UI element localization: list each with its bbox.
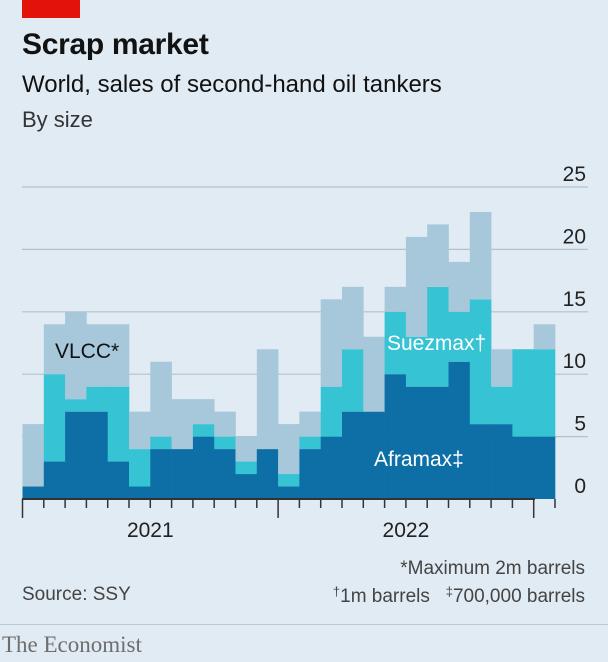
bar-suezmax <box>405 336 428 387</box>
bar-aframax <box>256 449 279 499</box>
bar-vlcc <box>363 336 385 412</box>
bar-aframax <box>235 474 258 499</box>
bar-suezmax <box>65 399 87 412</box>
source-note: Source: SSY <box>22 584 131 605</box>
bar-suezmax <box>491 386 513 425</box>
bar-suezmax <box>384 311 407 375</box>
footnote-vlcc: *Maximum 2m barrels <box>400 558 585 579</box>
brand-red-tab <box>22 0 80 18</box>
bar-aframax <box>320 436 343 499</box>
bar-aframax <box>171 449 194 499</box>
bar-suezmax <box>299 436 321 450</box>
bar-suezmax <box>469 299 492 425</box>
bar-aframax <box>491 424 513 499</box>
series-label-aframax: Aframax‡ <box>374 448 464 471</box>
bar-aframax <box>129 486 151 499</box>
bar-suezmax <box>129 449 151 487</box>
bar-vlcc <box>214 411 236 437</box>
bar-suezmax <box>278 474 300 487</box>
bar-vlcc <box>469 211 492 300</box>
series-label-suezmax: Suezmax† <box>387 332 486 355</box>
bar-vlcc <box>65 311 87 400</box>
bar-suezmax <box>192 424 215 437</box>
bar-aframax <box>86 411 108 499</box>
bar-suezmax <box>448 311 471 362</box>
bar-aframax <box>533 436 556 499</box>
bar-aframax <box>448 361 471 499</box>
bar-vlcc <box>384 286 407 312</box>
y-tick-label: 25 <box>563 163 586 186</box>
y-tick-label: 15 <box>563 288 586 311</box>
bar-suezmax <box>235 461 258 475</box>
bar-vlcc <box>278 424 300 475</box>
bar-suezmax <box>533 349 556 437</box>
bar-vlcc <box>491 349 513 387</box>
bar-vlcc <box>533 324 556 350</box>
bar-aframax <box>342 411 364 499</box>
bar-suezmax <box>150 436 172 450</box>
dagger-symbol: † <box>332 584 341 599</box>
bar-aframax <box>214 449 236 499</box>
bar-suezmax <box>214 436 236 450</box>
bar-vlcc <box>342 286 364 350</box>
bar-vlcc <box>427 224 449 287</box>
chart-title: Scrap market <box>22 28 209 61</box>
bar-aframax <box>278 486 300 499</box>
chart-subtitle: World, sales of second-hand oil tankers <box>22 71 442 98</box>
stacked-bar-chart: 0 5 10 15 20 25 2021 2022 Aframax‡ Suezmax† VLCC* <box>21 163 588 542</box>
footnote-suezmax-aframax: †1m barrels ‡700,000 barrels <box>333 584 585 608</box>
bar-vlcc <box>320 299 343 387</box>
bar-suezmax <box>512 349 534 437</box>
bar-aframax <box>65 411 87 499</box>
bar-vlcc <box>448 261 471 312</box>
x-tick-label: 2021 <box>127 519 174 542</box>
brand-logo: The Economist <box>2 632 142 657</box>
bar-aframax <box>363 411 385 499</box>
y-tick-label: 10 <box>563 350 586 373</box>
bar-aframax <box>107 461 130 499</box>
bar-aframax <box>384 374 407 499</box>
bar-vlcc <box>235 436 258 462</box>
x-tick-label: 2022 <box>383 519 430 542</box>
bar-aframax <box>512 436 534 499</box>
bar-suezmax <box>107 386 130 462</box>
footnote-aframax: 700,000 barrels <box>452 586 585 607</box>
bar-vlcc <box>129 411 151 450</box>
y-tick-label: 0 <box>574 475 586 498</box>
double-dagger-symbol: ‡ <box>445 584 453 599</box>
bar-aframax <box>22 486 45 499</box>
bar-vlcc <box>150 361 172 437</box>
bar-vlcc <box>405 236 428 337</box>
bar-aframax <box>299 449 321 499</box>
bar-aframax <box>43 461 66 499</box>
bar-suezmax <box>427 286 449 387</box>
bar-vlcc <box>107 324 130 387</box>
bar-vlcc <box>43 324 66 375</box>
footer-rule <box>0 624 608 625</box>
bar-suezmax <box>43 374 66 462</box>
bar-vlcc <box>299 411 321 437</box>
bar-aframax <box>469 424 492 499</box>
bar-aframax <box>192 436 215 499</box>
bar-aframax <box>150 449 172 499</box>
y-tick-label: 20 <box>563 225 586 248</box>
y-tick-label: 5 <box>574 413 586 436</box>
bar-vlcc <box>22 424 45 487</box>
bar-vlcc <box>86 324 108 387</box>
bar-vlcc <box>256 349 279 450</box>
series-label-vlcc: VLCC* <box>55 340 119 363</box>
bar-aframax <box>405 386 428 499</box>
bar-suezmax <box>320 386 343 437</box>
footnote-suezmax: 1m barrels <box>340 586 430 607</box>
bar-aframax <box>427 386 449 499</box>
chart-subtitle-secondary: By size <box>22 107 93 132</box>
bar-suezmax <box>86 386 108 412</box>
bar-suezmax <box>342 349 364 412</box>
bar-vlcc <box>192 399 215 425</box>
bar-vlcc <box>171 399 194 450</box>
